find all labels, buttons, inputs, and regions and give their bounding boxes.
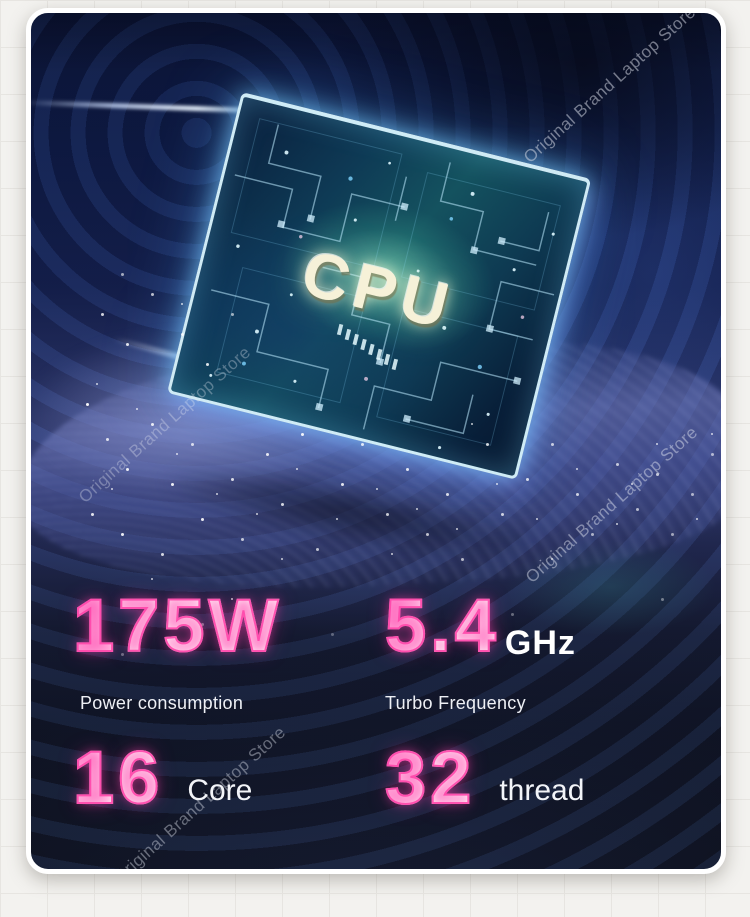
spec-power: 175W: [72, 584, 283, 667]
spec-threads-value: 32: [384, 736, 476, 819]
spec-turbo-label: Turbo Frequency: [385, 693, 526, 713]
cpu-chip: CPU: [167, 92, 592, 480]
spec-cores-unit: Core: [187, 774, 253, 807]
circuit-pattern: [209, 118, 561, 450]
spec-power-value: 175W: [72, 584, 283, 667]
spec-power-label: Power consumption: [80, 693, 244, 713]
spec-cores: 16 Core: [72, 736, 253, 819]
spec-cores-value: 16: [72, 736, 164, 819]
product-image-card: CPU Original Brand Laptop Store Original…: [26, 8, 726, 874]
spec-turbo: 5.4 GHz: [384, 584, 576, 667]
spec-threads: 32 thread: [384, 736, 585, 819]
spec-turbo-unit: GHz: [504, 624, 576, 662]
bokeh-dots-small: [31, 13, 33, 15]
spec-threads-unit: thread: [499, 774, 585, 807]
watermark-text: Original Brand Laptop Store: [519, 8, 700, 167]
spec-turbo-value: 5.4: [384, 584, 500, 667]
